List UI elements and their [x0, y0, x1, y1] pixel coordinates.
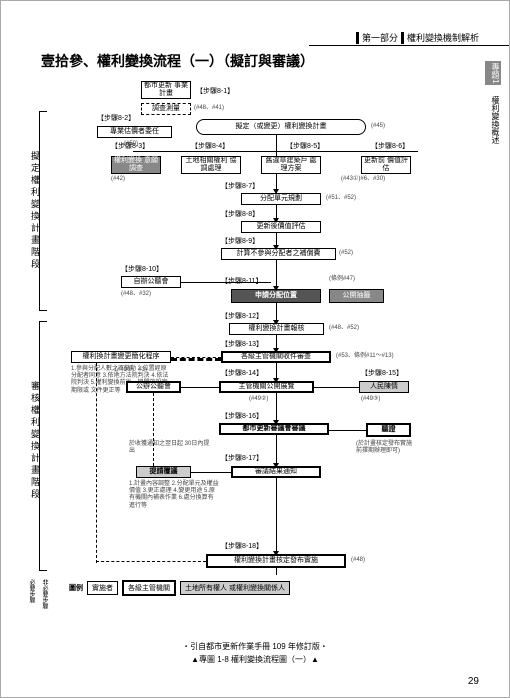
node-main: 擬定（或變更）權利變換計畫 — [196, 119, 366, 135]
header: 第一部分 權利變換機制解析 — [356, 31, 479, 44]
node-proc: 權利換計畫變更簡化程序 — [71, 351, 171, 363]
step-8-12: 【步驟8-12】 — [221, 311, 263, 321]
step-8-16: 【步驟8-16】 — [221, 411, 263, 421]
node-lottery: 公開抽籤 — [329, 289, 384, 303]
legend: 圖例 實施者 各級主管機關 土地所有權人 或權利變換關係人 — [69, 580, 290, 596]
node-exhibit: 主管機關公開展覽 — [219, 381, 314, 393]
header-section: 第一部分 — [362, 31, 398, 44]
page-title: 壹拾參、權利變換流程（一）（擬訂與審議） — [41, 51, 479, 71]
note-deadline: 於收獲通知之翌日起 30日內提出 — [129, 441, 214, 455]
node-petition: 人民陳情 — [359, 381, 409, 393]
step-8-11: 【步驟8-11】 — [221, 276, 263, 286]
flow-optional: 非必要步驟 — [40, 579, 49, 609]
node-illegal: 舊違章建築戶 處理方案 — [261, 156, 321, 174]
step-8-9: 【步驟8-9】 — [221, 236, 259, 246]
legend-owner: 土地所有權人 或權利變換關係人 — [180, 581, 290, 595]
legend-implementer: 實施者 — [87, 581, 118, 595]
note-45: (#45) — [371, 123, 385, 130]
legend-authority: 各級主管機關 — [122, 580, 176, 596]
header-chapter: 權利變換機制解析 — [407, 31, 479, 44]
caption: ・引自都市更新作業手冊 109 年修訂版・ ▲專圖 1-8 權利變換流程圖（一）… — [1, 641, 509, 667]
step-8-4: 【步驟8-4】 — [191, 141, 229, 151]
stage1-label: 擬定權利變換計畫階段 — [29, 151, 42, 271]
step-8-5: 【步驟8-5】 — [286, 141, 324, 151]
node-reconsider: 提請覆議 — [136, 466, 191, 478]
step-8-2: 【步驟8-2】 — [97, 113, 135, 123]
node-survey: 調查測量 — [141, 103, 191, 115]
node-intent: 權利變換 意願調查 — [111, 156, 161, 174]
node-apply: 申請分配位置 — [231, 289, 321, 303]
step-8-3: 【步驟8-3】 — [111, 141, 149, 151]
note-list: 1.計畫內容調整 2.分配單元及權益價值 3.更正處理 4.變更用途 5.原有機… — [129, 481, 219, 510]
page-root: 第一部分 權利變換機制解析 專題1 權利變換概述 壹拾參、權利變換流程（一）（擬… — [0, 0, 510, 698]
step-8-17: 【步驟8-17】 — [221, 453, 263, 463]
step-8-14: 【步驟8-14】 — [221, 368, 263, 378]
sidebar-topic: 專題1 — [485, 61, 501, 85]
note-48-41: (#48、#41) — [194, 105, 224, 112]
flowchart-canvas: 擬定權利變換計畫階段 審核權利變換計畫階段 必要步驟 非必要步驟 都市更新 事業… — [61, 81, 461, 621]
step-8-13: 【步驟8-13】 — [221, 339, 263, 349]
page-number: 29 — [468, 676, 479, 687]
node-rights: 土地相關權利 協調處理 — [181, 156, 241, 174]
step-8-6: 【步驟8-6】 — [371, 141, 409, 151]
node-appraisal: 專業估價者委任 — [97, 126, 172, 138]
note-hearing: (於計畫核定發布實施前擇期辦理即可) — [356, 441, 416, 455]
node-hearing1: 自辦公聽會 — [121, 276, 181, 288]
step-8-10: 【步驟8-10】 — [121, 264, 163, 274]
node-postval: 更新後價值評估 — [241, 221, 321, 233]
stage2-label: 審核權利變換計畫階段 — [29, 381, 42, 501]
step-8-15: 【步驟8-15】 — [361, 368, 403, 378]
step-8-18: 【步驟8-18】 — [221, 541, 263, 551]
node-plan: 都市更新 事業計畫 — [141, 81, 191, 99]
step-8-7: 【步驟8-7】 — [221, 181, 259, 191]
step-8-8: 【步驟8-8】 — [221, 209, 259, 219]
node-pubhear: 公辦公聽會 — [126, 381, 181, 393]
node-alloc: 分配單元規劃 — [241, 193, 321, 205]
node-final: 權利變換計畫核定發布實施 — [206, 554, 346, 568]
node-preval: 更新前 價值評估 — [361, 156, 411, 174]
flow-required: 必要步驟 — [27, 579, 36, 603]
sidebar-label: 權利變換概述 — [490, 96, 501, 144]
step-8-1: 【步驟8-1】 — [196, 86, 234, 96]
node-hearing2: 聽證 — [366, 423, 411, 437]
